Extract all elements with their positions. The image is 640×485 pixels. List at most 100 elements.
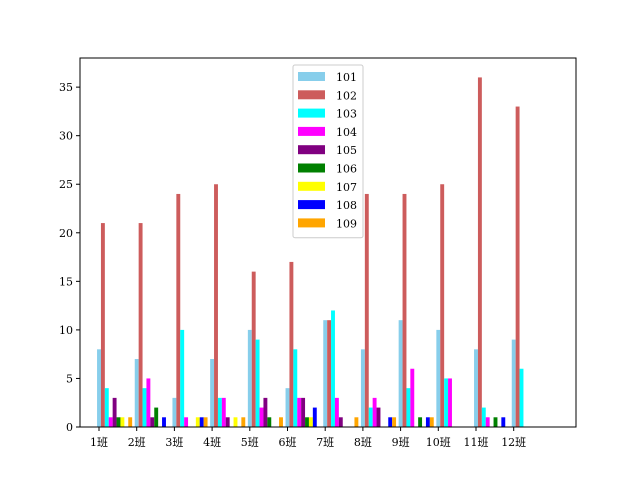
bar-101-8班 <box>360 349 365 427</box>
bar-106-11班 <box>493 417 498 427</box>
bar-104-2班 <box>146 378 151 427</box>
bar-109-1班 <box>128 417 133 427</box>
bar-103-5班 <box>255 339 260 427</box>
legend-swatch <box>298 108 325 118</box>
bar-102-3班 <box>176 193 181 427</box>
bar-108-2班 <box>162 417 166 427</box>
bar-101-12班 <box>511 339 516 427</box>
x-tick-label: 11班 <box>464 436 489 449</box>
legend-item-101: 101 <box>298 71 357 84</box>
series-101 <box>97 320 516 427</box>
y-axis: 0 5 10 15 20 25 30 35 <box>59 81 80 434</box>
bar-105-8班 <box>376 407 381 427</box>
legend-item-104: 104 <box>298 126 357 139</box>
bar-102-4班 <box>214 184 218 427</box>
legend: 101 102 103 104 105 106 107 108 109 <box>292 64 364 239</box>
plot-frame <box>79 57 577 428</box>
bar-104-3班 <box>184 417 189 427</box>
legend-swatch <box>298 200 325 210</box>
legend-frame <box>292 64 364 239</box>
bar-109-8班 <box>392 417 397 427</box>
legend-swatch <box>298 163 325 173</box>
bar-104-1班 <box>108 417 113 427</box>
bar-102-6班 <box>289 261 294 427</box>
bar-101-6班 <box>285 388 290 427</box>
legend-swatch <box>298 145 325 155</box>
legend-label: 102 <box>336 89 357 102</box>
bar-108-11班 <box>501 417 506 427</box>
bar-103-8班 <box>368 407 373 427</box>
bar-109-4班 <box>241 417 246 427</box>
legend-item-103: 103 <box>298 108 357 121</box>
bar-102-5班 <box>251 271 256 427</box>
bar-105-4班 <box>225 417 230 427</box>
bar-104-5班 <box>259 407 264 427</box>
bar-104-6班 <box>297 397 302 427</box>
bar-101-5班 <box>247 329 252 427</box>
legend-label: 106 <box>336 163 357 176</box>
bar-103-7班 <box>331 310 335 427</box>
x-tick-label: 7班 <box>316 436 334 449</box>
bar-108-8班 <box>388 417 393 427</box>
legend-item-108: 108 <box>298 199 357 212</box>
bar-109-5班 <box>279 417 283 427</box>
bar-101-10班 <box>436 329 441 427</box>
legend-item-109: 109 <box>298 217 357 230</box>
bar-101-1班 <box>97 349 101 427</box>
bar-104-9班 <box>410 368 415 427</box>
bar-109-7班 <box>354 417 359 427</box>
y-tick-label: 0 <box>66 421 73 434</box>
y-tick-label: 25 <box>59 178 73 191</box>
bar-104-10班 <box>448 378 452 427</box>
x-tick-label: 5班 <box>241 436 259 449</box>
bar-103-2班 <box>142 388 147 427</box>
bar-104-8班 <box>372 397 377 427</box>
legend-swatch <box>298 90 325 100</box>
series-108 <box>162 407 506 427</box>
x-tick-label: 3班 <box>165 436 183 449</box>
x-tick-label: 4班 <box>203 436 221 449</box>
bar-103-1班 <box>104 388 109 427</box>
y-tick-label: 35 <box>59 81 73 94</box>
bar-101-9班 <box>398 320 403 427</box>
bar-104-7班 <box>334 397 339 427</box>
series-105 <box>112 397 381 427</box>
series-109 <box>128 417 434 427</box>
bar-102-2班 <box>138 223 143 427</box>
bar-102-7班 <box>327 320 332 427</box>
bar-101-3班 <box>172 397 177 427</box>
bar-107-1班 <box>120 417 125 427</box>
legend-swatch <box>298 72 325 81</box>
bar-103-10班 <box>444 378 449 427</box>
bar-109-3班 <box>203 417 208 427</box>
y-tick-label: 20 <box>59 227 73 240</box>
bar-101-7班 <box>323 320 328 427</box>
bar-108-6班 <box>312 407 317 427</box>
legend-label: 109 <box>336 217 357 230</box>
x-axis: 1班 2班 3班 4班 5班 6班 7班 8班 9班 10班 11班 12班 <box>90 427 526 449</box>
bar-103-3班 <box>180 329 185 427</box>
bar-103-9班 <box>406 388 411 427</box>
bar-108-3班 <box>199 417 204 427</box>
bar-104-11班 <box>485 417 490 427</box>
bar-101-4班 <box>210 359 215 427</box>
bar-109-9班 <box>429 417 434 427</box>
bar-106-2班 <box>154 407 159 427</box>
legend-label: 103 <box>336 108 357 121</box>
bar-107-6班 <box>308 417 313 427</box>
bar-102-9班 <box>402 193 407 427</box>
bar-106-1班 <box>116 417 121 427</box>
legend-swatch <box>298 126 325 136</box>
series-104 <box>108 368 490 427</box>
legend-item-102: 102 <box>298 89 357 102</box>
bar-105-6班 <box>301 397 306 427</box>
legend-label: 104 <box>336 126 357 139</box>
bar-101-11班 <box>474 349 478 427</box>
bar-105-5班 <box>263 397 268 427</box>
bar-108-9班 <box>425 417 430 427</box>
bar-102-8班 <box>364 193 369 427</box>
x-tick-label: 6班 <box>279 436 297 449</box>
y-tick-label: 5 <box>66 372 73 385</box>
